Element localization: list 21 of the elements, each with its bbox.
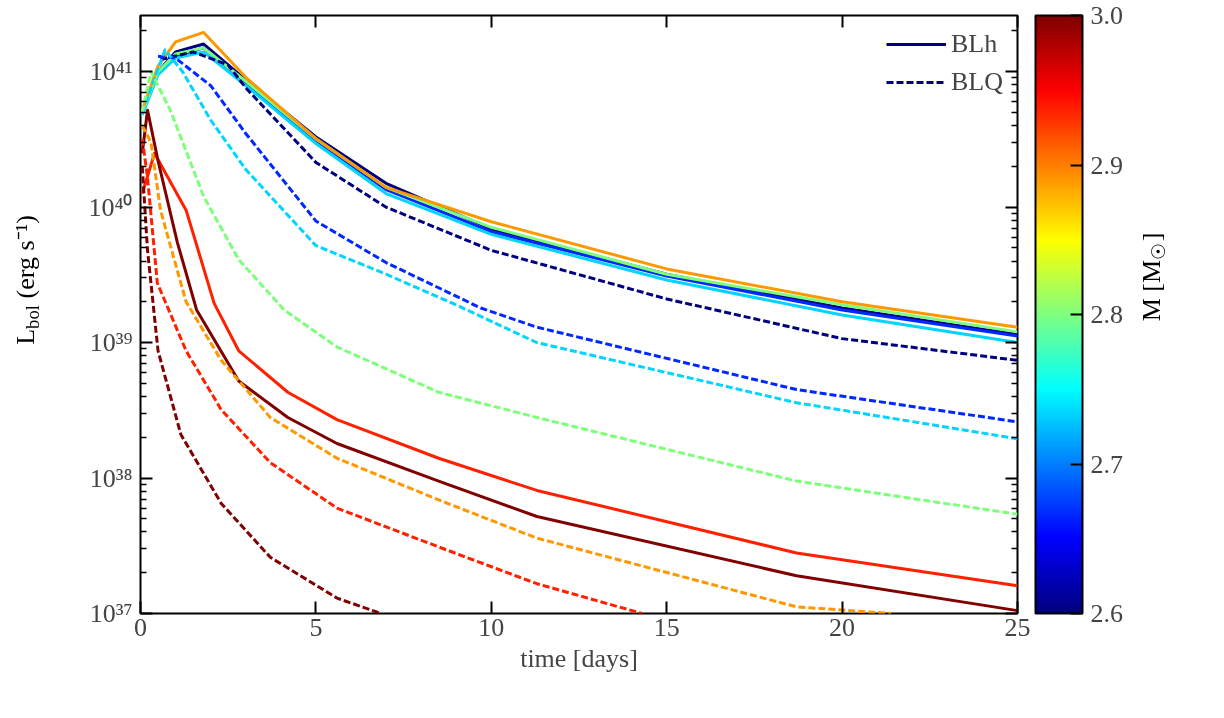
x-tick-label: 25 [1004,612,1031,642]
legend-label: BLQ [951,67,1003,97]
color-bar-label: 2.9 [1090,150,1123,180]
y-tick-label: 10³⁹ [89,328,133,358]
x-tick-label: 5 [309,612,323,642]
color-bar-label: 2.6 [1090,599,1123,628]
y-tick-label: 10³⁸ [89,463,133,493]
legend-label: BLh [951,29,998,59]
color-bar-title: M [M☉] [1137,232,1169,322]
color-bar-label: 2.7 [1090,449,1123,479]
x-axis-title: time [days] [520,643,638,673]
y-axis-title: Lbol (erg s⁻¹) [11,214,43,345]
x-tick-label: 10 [478,612,505,642]
color-bar-label: 3.0 [1090,1,1123,30]
y-tick-label: 10⁴¹ [89,57,133,87]
x-tick-label: 20 [829,612,856,642]
x-tick-label: 0 [134,612,147,642]
color-bar-label: 2.8 [1090,300,1123,329]
y-tick-label: 10⁴⁰ [88,192,133,222]
y-tick-label: 10³⁷ [89,599,133,628]
x-tick-label: 15 [653,612,680,642]
